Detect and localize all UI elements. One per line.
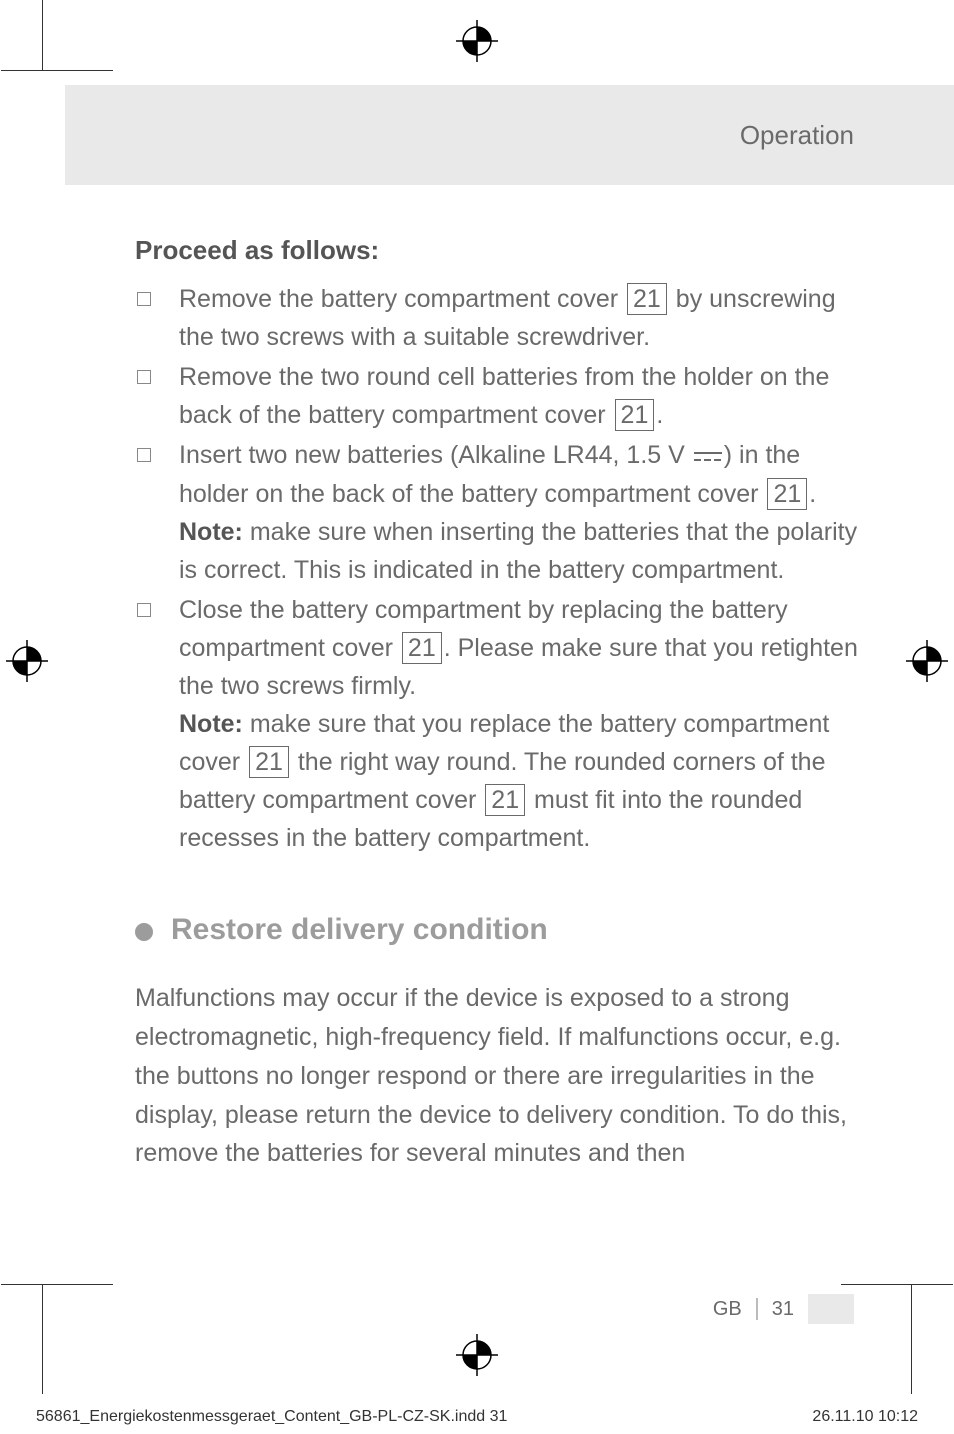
print-filename: 56861_Energiekostenmessgeraet_Content_GB… <box>36 1408 507 1426</box>
print-info-line: 56861_Energiekostenmessgeraet_Content_GB… <box>36 1408 918 1426</box>
registration-mark-bottom <box>456 1334 498 1376</box>
print-timestamp: 26.11.10 10:12 <box>812 1408 918 1426</box>
list-item: Close the battery compartment by replaci… <box>135 591 859 857</box>
footer-divider <box>756 1298 758 1320</box>
header-band: Operation <box>65 85 954 185</box>
text: . <box>809 480 816 508</box>
footer-lang: GB <box>713 1298 742 1321</box>
text: Insert two new batteries (Alkaline LR44,… <box>179 441 692 469</box>
page-footer: GB 31 <box>713 1294 854 1324</box>
restore-paragraph: Malfunctions may occur if the device is … <box>135 979 859 1173</box>
crop-mark-tl <box>42 0 112 70</box>
ref-box: 21 <box>249 746 289 778</box>
note-text: make sure when inserting the batteries t… <box>179 518 857 584</box>
ref-box: 21 <box>615 399 655 431</box>
registration-mark-top <box>456 20 498 62</box>
text: Remove the two round cell batteries from… <box>179 363 829 429</box>
crop-mark-bl <box>42 1284 112 1394</box>
list-item: Remove the battery compartment cover 21 … <box>135 280 859 356</box>
restore-heading: Restore delivery condition <box>135 913 859 947</box>
content-area: Proceed as follows: Remove the battery c… <box>135 235 859 1173</box>
footer-page: 31 <box>772 1298 794 1321</box>
proceed-heading: Proceed as follows: <box>135 235 859 266</box>
proceed-list: Remove the battery compartment cover 21 … <box>135 280 859 857</box>
text: Remove the battery compartment cover <box>179 285 625 313</box>
registration-mark-right <box>906 640 948 682</box>
list-item: Remove the two round cell batteries from… <box>135 358 859 434</box>
ref-box: 21 <box>485 784 525 816</box>
note-label: Note: <box>179 710 243 738</box>
list-item: Insert two new batteries (Alkaline LR44,… <box>135 436 859 589</box>
ref-box: 21 <box>767 478 807 510</box>
header-title: Operation <box>740 120 854 151</box>
ref-box: 21 <box>627 283 667 315</box>
ref-box: 21 <box>402 632 442 664</box>
footer-tab <box>808 1294 854 1324</box>
registration-mark-left <box>6 640 48 682</box>
note-label: Note: <box>179 518 243 546</box>
text: . <box>656 401 663 429</box>
dc-symbol-icon <box>694 437 722 475</box>
